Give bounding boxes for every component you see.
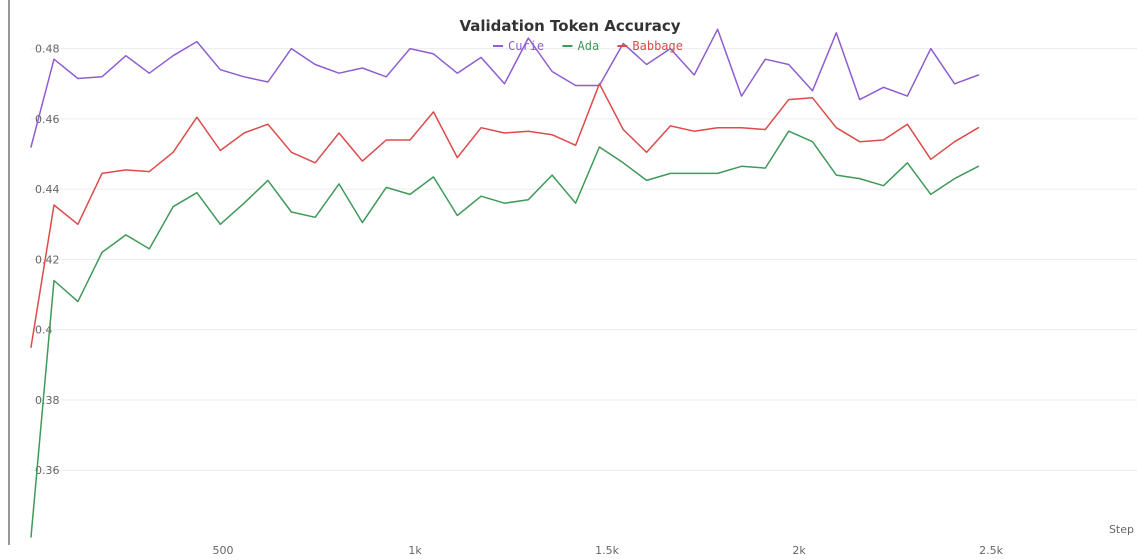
legend-item-curie[interactable]: Curie: [493, 39, 544, 53]
grid: [31, 48, 1137, 471]
x-tick-label: 2.5k: [979, 544, 1003, 557]
series-lines: [30, 28, 980, 538]
y-tick-label: 0.46: [35, 113, 60, 126]
series-line-curie: [30, 28, 980, 148]
x-axis-label: Step: [1109, 523, 1134, 536]
y-tick-label: 0.38: [35, 394, 60, 407]
x-tick-label: 1k: [408, 544, 422, 557]
x-axis-ticks: 500 1k 1.5k 2k 2.5k: [213, 544, 1004, 557]
y-tick-label: 0.36: [35, 464, 60, 477]
legend[interactable]: Curie Ada Babbage: [493, 39, 683, 53]
legend-item-babbage[interactable]: Babbage: [617, 39, 683, 53]
y-tick-label: 0.48: [35, 43, 60, 56]
y-axis-ticks: 0.36 0.38 0.4 0.42 0.44 0.46 0.48: [35, 43, 60, 478]
legend-label-babbage: Babbage: [632, 39, 683, 53]
y-tick-label: 0.42: [35, 253, 60, 266]
x-tick-label: 500: [213, 544, 234, 557]
series-line-babbage: [30, 83, 980, 349]
series-line-ada: [30, 130, 980, 538]
x-tick-label: 2k: [792, 544, 806, 557]
chart-title: Validation Token Accuracy: [459, 17, 680, 35]
y-tick-label: 0.4: [35, 324, 53, 337]
y-tick-label: 0.44: [35, 183, 60, 196]
x-tick-label: 1.5k: [595, 544, 619, 557]
legend-label-curie: Curie: [508, 39, 544, 53]
legend-item-ada[interactable]: Ada: [562, 39, 600, 53]
legend-label-ada: Ada: [578, 39, 600, 53]
